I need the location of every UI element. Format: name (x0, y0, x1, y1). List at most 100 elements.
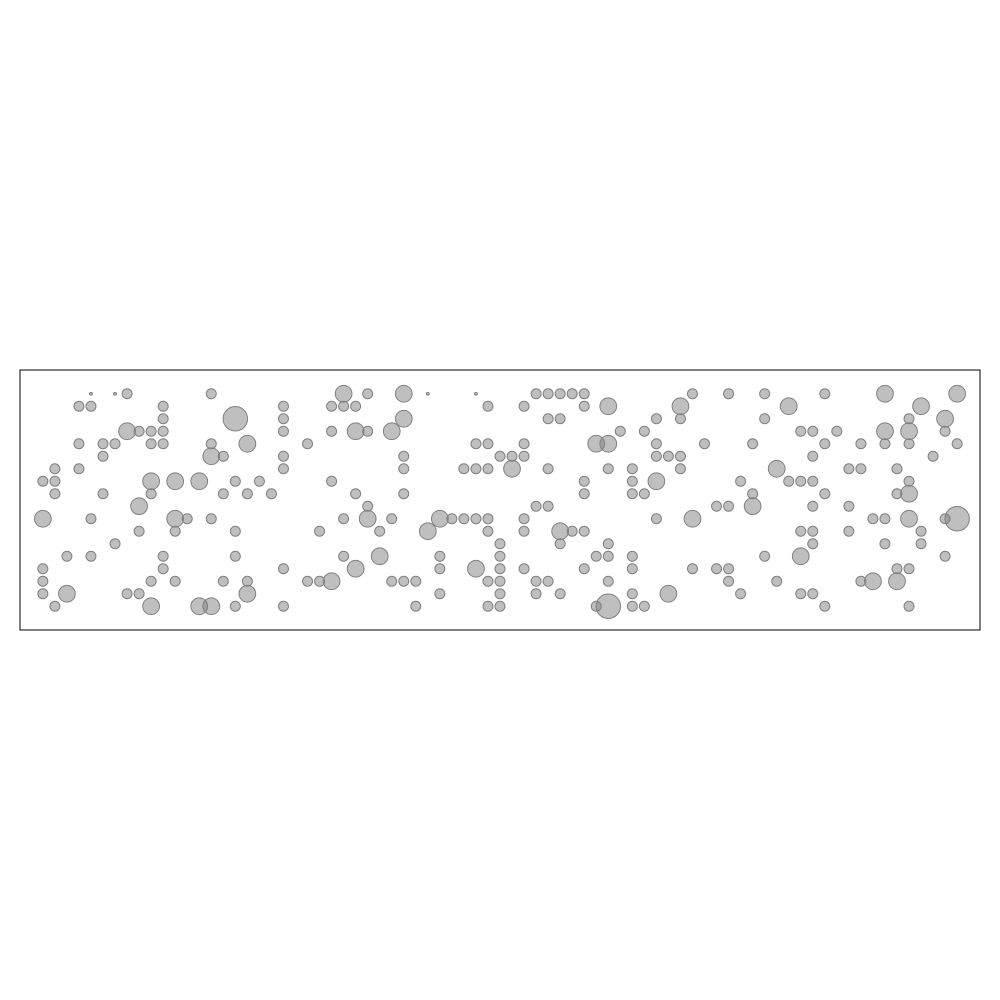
bubble (61, 550, 73, 562)
bubble (795, 588, 807, 600)
bubble (723, 500, 735, 512)
bubble (346, 559, 365, 578)
bubble (743, 497, 762, 516)
bubble (747, 488, 759, 500)
bubble (735, 588, 747, 600)
bubble (903, 475, 915, 487)
bubble (711, 563, 723, 575)
bubble (430, 509, 449, 528)
bubble (37, 575, 49, 587)
bubble (470, 438, 482, 450)
bubble (121, 588, 133, 600)
bubble (927, 450, 939, 462)
bubble (674, 463, 686, 475)
bubble (554, 413, 566, 425)
bubble (494, 450, 506, 462)
bubble (855, 438, 867, 450)
bubble (109, 538, 121, 550)
bubble (222, 406, 249, 432)
bubble (205, 388, 217, 400)
bubble (867, 513, 879, 525)
bubble (518, 513, 530, 525)
bubble (326, 425, 338, 437)
bubble (89, 391, 93, 396)
bubble (157, 400, 169, 412)
bubble (133, 588, 145, 600)
bubble (49, 488, 61, 500)
bubble (807, 450, 819, 462)
bubble (49, 463, 61, 475)
bubble (771, 575, 783, 587)
bubble (566, 525, 578, 537)
bubble (482, 575, 494, 587)
bubble (334, 384, 353, 403)
bubble (554, 538, 566, 550)
bubble (590, 550, 602, 562)
bubble (876, 422, 894, 441)
bubble (322, 572, 341, 591)
bubble (855, 463, 867, 475)
bubble (229, 550, 241, 562)
bubble (470, 513, 482, 525)
bubble (118, 422, 136, 441)
bubble (626, 488, 638, 500)
bubble (277, 463, 289, 475)
bubble (530, 575, 542, 587)
bubble (142, 597, 160, 616)
bubble (807, 588, 819, 600)
bubble (482, 463, 494, 475)
bubble (578, 525, 590, 537)
bubble (73, 400, 85, 412)
bubble (903, 438, 915, 450)
bubble (145, 575, 157, 587)
bubble (157, 413, 169, 425)
bubble (903, 413, 915, 425)
bubble (807, 538, 819, 550)
bubble (518, 438, 530, 450)
bubble (37, 475, 49, 487)
bubble (434, 563, 446, 575)
bubble (346, 422, 365, 441)
bubble (314, 525, 326, 537)
bubble (190, 472, 209, 491)
bubble (302, 575, 314, 587)
bubble (638, 425, 650, 437)
bubble (37, 588, 49, 600)
bubble (33, 509, 52, 528)
axes-frame (19, 369, 981, 631)
bubble (843, 463, 855, 475)
bubble (85, 400, 97, 412)
bubble (699, 438, 711, 450)
bubble (503, 459, 521, 478)
bubble (398, 450, 410, 462)
bubble (595, 593, 622, 619)
bubble (133, 425, 145, 437)
bubble (530, 500, 542, 512)
bubble (578, 388, 590, 400)
bubble (530, 588, 542, 600)
bubble (109, 438, 121, 450)
bubble (434, 550, 446, 562)
bubble (142, 472, 160, 491)
bubble (302, 438, 314, 450)
bubble (238, 584, 257, 603)
bubble (647, 472, 666, 491)
bubble (626, 463, 638, 475)
bubble (350, 400, 362, 412)
bubble (386, 575, 398, 587)
bubble (662, 450, 674, 462)
bubble (530, 388, 542, 400)
bubble (470, 463, 482, 475)
bubble (650, 413, 662, 425)
bubble (382, 422, 401, 441)
bubble (205, 438, 217, 450)
bubble (686, 563, 698, 575)
bubble (37, 563, 49, 575)
bubble (410, 600, 422, 612)
bubble (602, 538, 614, 550)
bubble (410, 575, 422, 587)
bubble (145, 488, 157, 500)
bubble (85, 550, 97, 562)
bubble (518, 400, 530, 412)
bubble (599, 434, 618, 453)
